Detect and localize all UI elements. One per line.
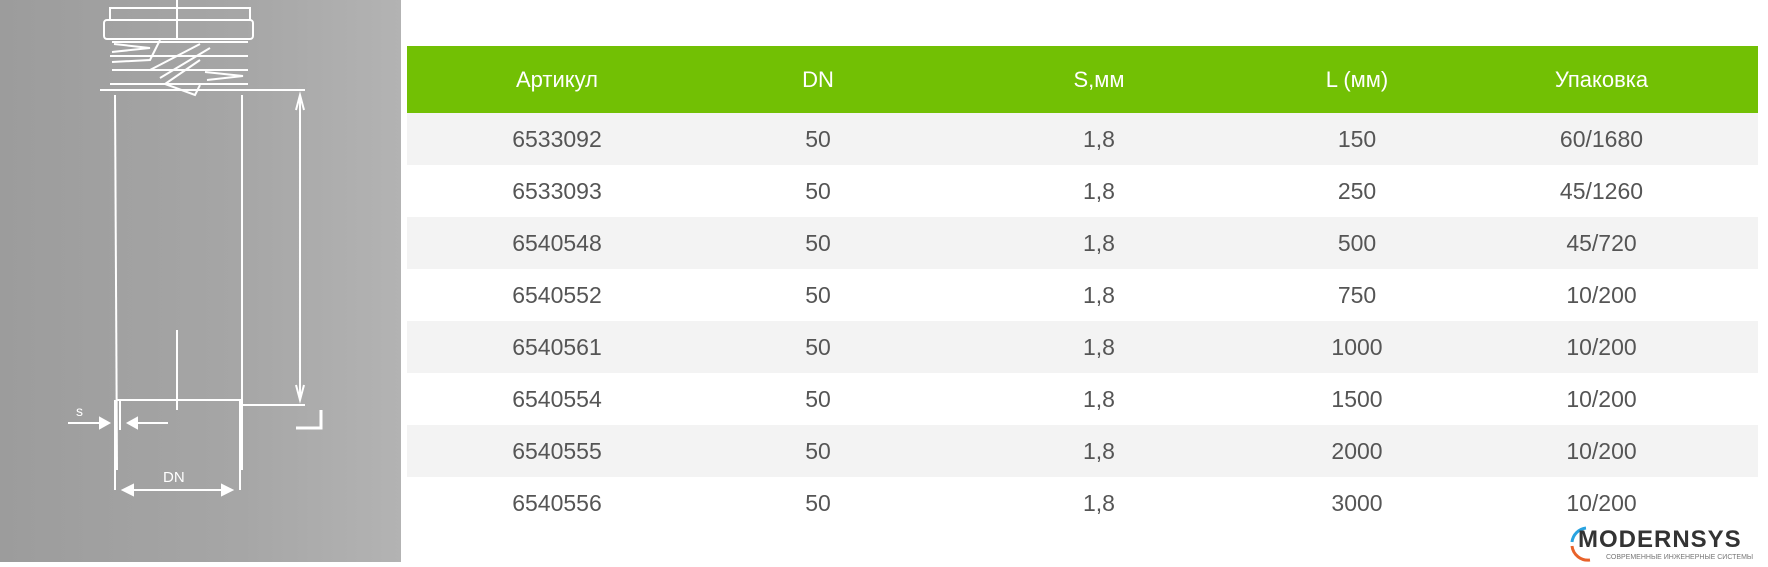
cell-package: 60/1680 [1559, 125, 1644, 152]
table-row: 6540556 50 1,8 3000 10/200 [407, 477, 1758, 529]
header-s: S,мм [1073, 66, 1125, 92]
cell-package: 10/200 [1566, 489, 1637, 516]
cell-dn: 50 [805, 229, 831, 256]
cell-length: 1500 [1331, 385, 1383, 412]
table-header: Артикул DN S,мм L (мм) Упаковка [407, 46, 1758, 113]
label-dn: DN [163, 469, 185, 486]
cell-dn: 50 [805, 281, 831, 308]
table-row: 6540561 50 1,8 1000 10/200 [407, 321, 1758, 373]
cell-package: 10/200 [1566, 385, 1637, 412]
cell-length: 1000 [1331, 333, 1383, 360]
cell-article: 6540555 [512, 437, 602, 464]
cell-dn: 50 [805, 177, 831, 204]
svg-text:MODERNSYS: MODERNSYS [1578, 526, 1742, 553]
table-row: 6540552 50 1,8 750 10/200 [407, 269, 1758, 321]
table-row: 6540555 50 1,8 2000 10/200 [407, 425, 1758, 477]
cell-article: 6540561 [512, 333, 602, 360]
cell-dn: 50 [805, 385, 831, 412]
cell-article: 6540552 [512, 281, 602, 308]
table-row: 6540554 50 1,8 1500 10/200 [407, 373, 1758, 425]
cell-s: 1,8 [1083, 125, 1115, 152]
cell-package: 45/1260 [1559, 177, 1644, 204]
header-length: L (мм) [1325, 66, 1389, 92]
cell-dn: 50 [805, 125, 831, 152]
modernsys-logo: MODERNSYS СОВРЕМЕННЫЕ ИНЖЕНЕРНЫЕ СИСТЕМЫ [1568, 520, 1768, 562]
table-row: 6540548 50 1,8 500 45/720 [407, 217, 1758, 269]
cell-package: 10/200 [1566, 333, 1637, 360]
cell-article: 6540556 [512, 489, 602, 516]
cell-s: 1,8 [1083, 333, 1115, 360]
cell-dn: 50 [805, 437, 831, 464]
cell-s: 1,8 [1083, 489, 1115, 516]
table-row: 6533093 50 1,8 250 45/1260 [407, 165, 1758, 217]
header-dn: DN [802, 66, 834, 92]
cell-length: 750 [1337, 281, 1377, 308]
cell-article: 6533093 [512, 177, 602, 204]
cell-s: 1,8 [1083, 385, 1115, 412]
cell-package: 45/720 [1566, 229, 1637, 256]
cell-length: 2000 [1331, 437, 1383, 464]
cell-length: 250 [1337, 177, 1377, 204]
header-package: Упаковка [1554, 66, 1649, 92]
cell-s: 1,8 [1083, 281, 1115, 308]
cell-s: 1,8 [1083, 437, 1115, 464]
label-s: S [76, 403, 83, 419]
cell-length: 150 [1337, 125, 1377, 152]
cell-article: 6533092 [512, 125, 602, 152]
pipe-drawing: S DN [0, 0, 401, 562]
cell-article: 6540554 [512, 385, 602, 412]
cell-package: 10/200 [1566, 281, 1637, 308]
svg-text:СОВРЕМЕННЫЕ ИНЖЕНЕРНЫЕ СИСТЕМЫ: СОВРЕМЕННЫЕ ИНЖЕНЕРНЫЕ СИСТЕМЫ [1606, 554, 1753, 561]
table-row: 6533092 50 1,8 150 60/1680 [407, 113, 1758, 165]
product-table: Артикул DN S,мм L (мм) Упаковка 6533092 5… [407, 46, 1758, 529]
header-article: Артикул [515, 66, 599, 92]
cell-article: 6540548 [512, 229, 602, 256]
cell-s: 1,8 [1083, 229, 1115, 256]
cell-length: 500 [1337, 229, 1377, 256]
cell-package: 10/200 [1566, 437, 1637, 464]
cell-length: 3000 [1331, 489, 1383, 516]
cell-s: 1,8 [1083, 177, 1115, 204]
cell-dn: 50 [805, 489, 831, 516]
cell-dn: 50 [805, 333, 831, 360]
